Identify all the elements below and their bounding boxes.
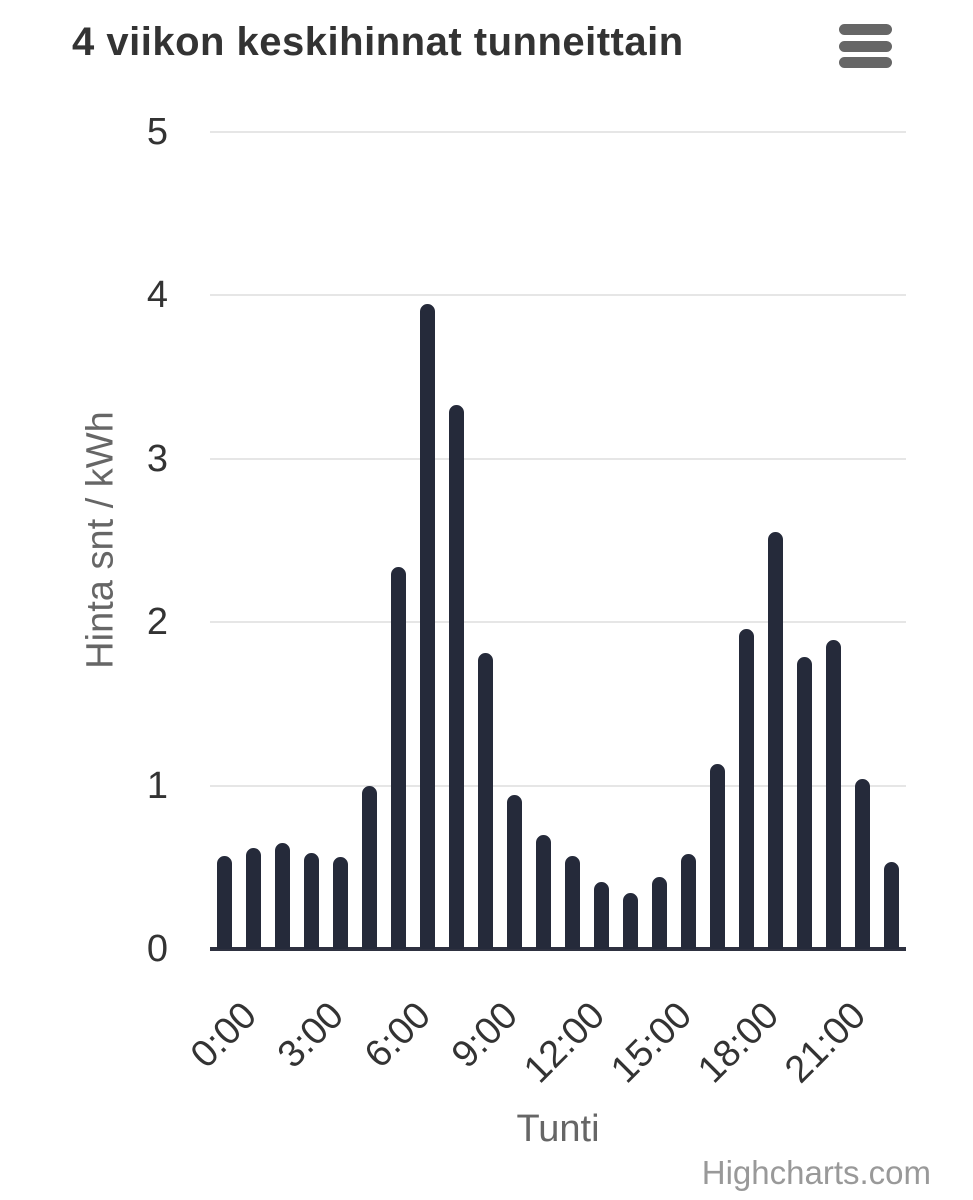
bar-hour-16[interactable] — [681, 854, 696, 949]
bar-hour-15[interactable] — [652, 877, 667, 949]
hamburger-icon-bar — [839, 24, 892, 35]
x-axis-line — [210, 947, 906, 951]
bar-hour-3[interactable] — [304, 853, 319, 949]
x-tick-label-15-00: 15:00 — [603, 994, 700, 1092]
y-gridline-3 — [210, 458, 906, 460]
y-tick-label-2: 2 — [146, 601, 168, 643]
bar-hour-10[interactable] — [507, 795, 522, 949]
y-axis-title: Hinta snt / kWh — [79, 411, 122, 669]
y-gridline-5 — [210, 131, 906, 133]
bar-hour-6[interactable] — [391, 567, 406, 949]
x-tick-label-3-00: 3:00 — [269, 994, 352, 1077]
y-tick-label-4: 4 — [146, 274, 168, 316]
bar-hour-19[interactable] — [768, 532, 783, 949]
bar-hour-22[interactable] — [855, 779, 870, 949]
y-gridline-2 — [210, 621, 906, 623]
x-tick-label-12-00: 12:00 — [516, 994, 613, 1092]
x-tick-label-18-00: 18:00 — [690, 994, 787, 1092]
bar-hour-17[interactable] — [710, 764, 725, 949]
x-tick-label-21-00: 21:00 — [777, 994, 874, 1092]
x-axis-title: Tunti — [516, 1108, 600, 1150]
bar-hour-1[interactable] — [246, 848, 261, 949]
bar-hour-7[interactable] — [420, 304, 435, 949]
bar-hour-2[interactable] — [275, 843, 290, 949]
highcharts-credit-link[interactable]: Highcharts.com — [701, 1154, 931, 1191]
bar-hour-12[interactable] — [565, 856, 580, 949]
y-tick-label-5: 5 — [146, 111, 168, 153]
bar-hour-4[interactable] — [333, 857, 348, 949]
bar-hour-23[interactable] — [884, 862, 899, 949]
x-tick-label-6-00: 6:00 — [356, 994, 439, 1077]
x-tick-label-9-00: 9:00 — [443, 994, 526, 1077]
y-gridline-4 — [210, 294, 906, 296]
x-tick-label-0-00: 0:00 — [182, 994, 265, 1077]
bar-hour-18[interactable] — [739, 629, 754, 949]
bar-hour-20[interactable] — [797, 657, 812, 949]
hamburger-icon-bar — [839, 40, 892, 52]
bar-hour-0[interactable] — [217, 856, 232, 949]
bar-hour-13[interactable] — [594, 882, 609, 949]
bar-hour-11[interactable] — [536, 835, 551, 949]
y-tick-label-3: 3 — [146, 438, 168, 480]
y-gridline-1 — [210, 785, 906, 787]
bar-hour-9[interactable] — [478, 653, 493, 949]
hamburger-icon-bar — [839, 57, 892, 68]
bar-hour-21[interactable] — [826, 640, 841, 949]
bar-hour-14[interactable] — [623, 893, 638, 949]
y-tick-label-0: 0 — [146, 928, 168, 970]
chart-title: 4 viikon keskihinnat tunneittain — [72, 20, 684, 64]
bar-hour-8[interactable] — [449, 405, 464, 949]
chart-context-menu-button[interactable] — [839, 24, 897, 68]
bar-hour-5[interactable] — [362, 786, 377, 949]
y-tick-label-1: 1 — [146, 765, 168, 807]
